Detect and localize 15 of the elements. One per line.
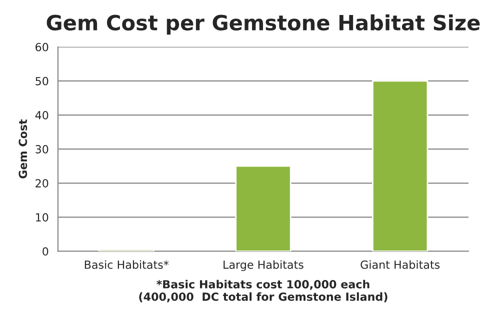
x-tick-label: Giant Habitats — [360, 260, 440, 269]
y-tick-label: 60 — [36, 42, 48, 52]
y-tick-label: 50 — [36, 76, 48, 86]
x-tick-label: Large Habitats — [224, 260, 304, 272]
y-tick-label: 30 — [36, 145, 48, 154]
y-axis-title: Gem Cost — [18, 119, 28, 178]
y-tick-label: 0 — [42, 247, 48, 256]
text: *Basic Habitats cost 100,000 each (400,000 DC total for Gemstone Island) — [139, 280, 388, 302]
chart-title: Gem Cost per Gemstone Habitat Size — [46, 14, 480, 35]
y-tick-label: 20 — [36, 179, 48, 188]
bar — [372, 80, 428, 252]
y-tick-label: 40 — [35, 110, 48, 120]
y-tick-label: 10 — [36, 213, 48, 222]
bar — [235, 165, 292, 252]
x-tick-label: Basic Habitats* — [84, 260, 169, 269]
